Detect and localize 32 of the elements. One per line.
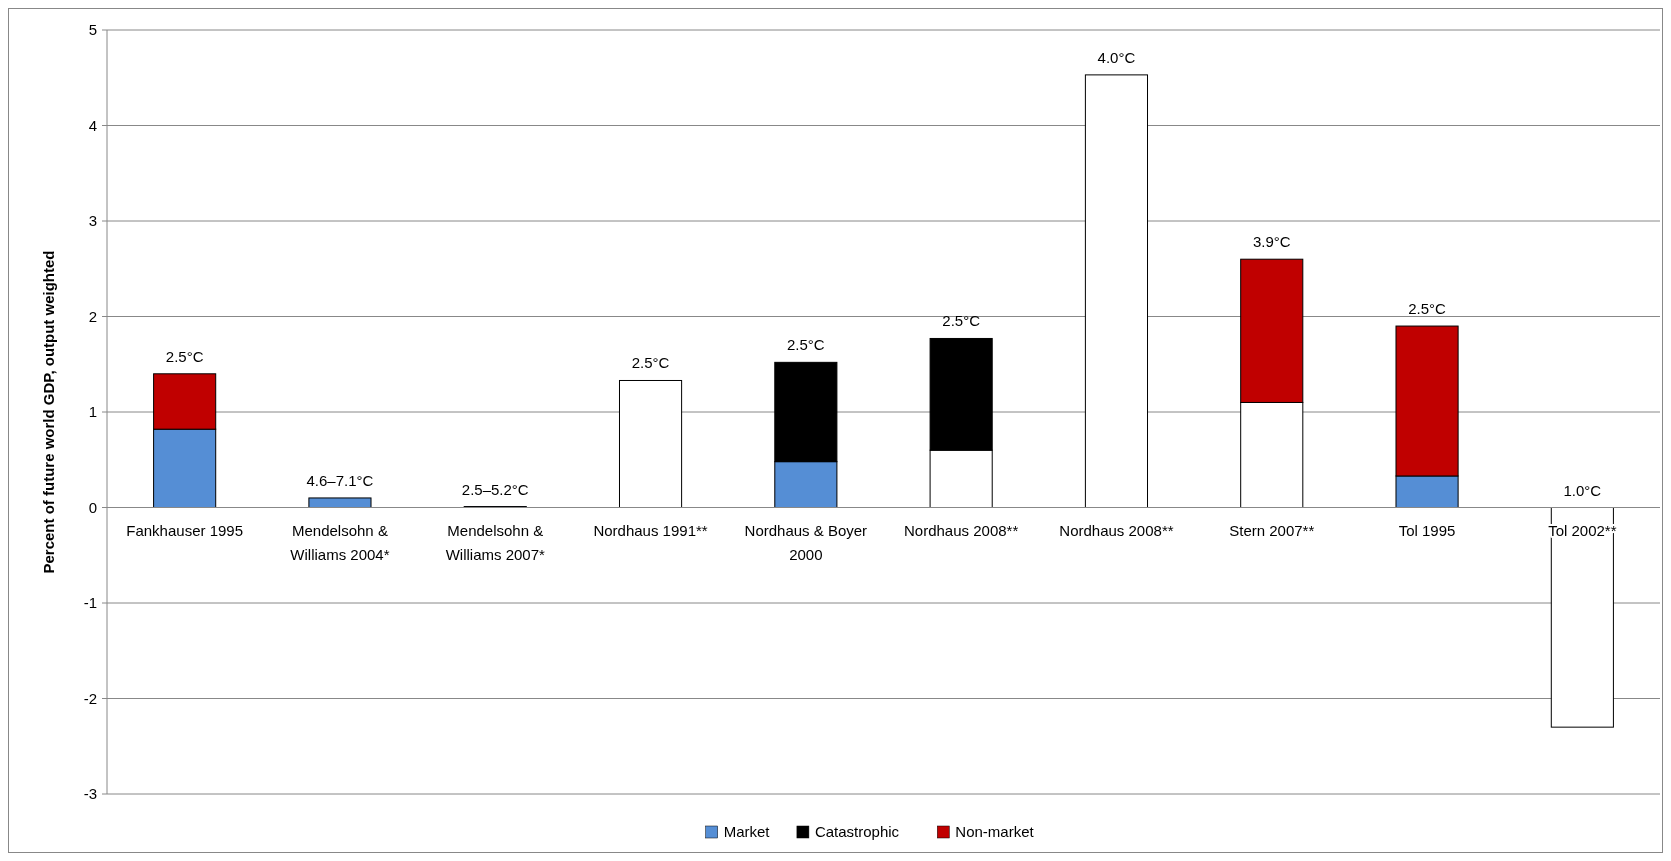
- x-tick-label: Nordhaus 2008**: [904, 521, 1019, 539]
- y-tick-label: 5: [88, 21, 97, 39]
- x-tick-label: Nordhaus 2008**: [1059, 521, 1174, 539]
- y-tick-label: 3: [88, 212, 97, 230]
- x-tick-label: Mendelsohn & Williams 2004*: [290, 521, 390, 563]
- y-tick-label: 1: [88, 403, 97, 421]
- x-tick-label: Fankhauser 1995: [126, 521, 244, 539]
- annotation: 2.5°C: [165, 347, 204, 365]
- annotation: 4.6–7.1°C: [306, 471, 374, 489]
- x-tick-label: Nordhaus & Boyer 2000: [744, 521, 868, 563]
- y-tick-label: -3: [83, 785, 97, 803]
- y-tick-label: 4: [88, 116, 97, 134]
- legend-label: Catastrophic: [814, 823, 900, 840]
- x-tick-label: Mendelsohn & Williams 2007*: [445, 521, 546, 563]
- annotation: 1.0°C: [1563, 481, 1602, 499]
- annotation: 4.0°C: [1097, 48, 1136, 66]
- y-tick-label: -2: [83, 689, 97, 707]
- y-tick-label: -1: [83, 594, 97, 612]
- x-tick-label: Tol 1995: [1398, 521, 1456, 539]
- x-tick-label: Stern 2007**: [1229, 521, 1315, 539]
- y-axis-title: Percent of future world GDP, output weighted: [40, 250, 57, 574]
- y-tick-label: 0: [88, 498, 97, 516]
- legend-label: Market: [723, 823, 771, 840]
- annotation: 2.5°C: [1408, 300, 1447, 318]
- legend-label: Non-market: [955, 823, 1035, 840]
- y-tick-label: 2: [88, 307, 97, 325]
- annotation: 2.5–5.2°C: [461, 480, 529, 498]
- x-tick-label: Nordhaus 1991**: [593, 521, 708, 539]
- annotation: 2.5°C: [787, 336, 825, 354]
- annotation: 2.5°C: [631, 354, 670, 372]
- annotation: 2.5°C: [942, 312, 981, 330]
- annotation: 3.9°C: [1252, 233, 1291, 251]
